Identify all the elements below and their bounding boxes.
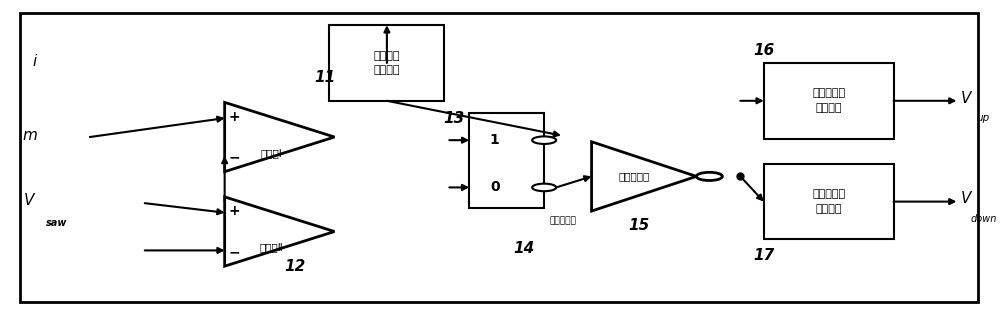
Text: 第一选择器: 第一选择器 — [549, 216, 576, 225]
Text: +: + — [229, 204, 240, 218]
Circle shape — [532, 136, 556, 144]
Text: −: − — [229, 245, 240, 259]
Text: $V$: $V$ — [960, 191, 974, 206]
Bar — [764, 63, 894, 139]
Text: 17: 17 — [753, 248, 774, 263]
Text: $V$: $V$ — [23, 192, 36, 208]
Polygon shape — [592, 142, 696, 211]
Text: 11: 11 — [314, 70, 335, 85]
Text: 0: 0 — [490, 180, 500, 194]
Circle shape — [696, 172, 722, 180]
Polygon shape — [225, 197, 334, 266]
Text: 比较器Ⅰ: 比较器Ⅰ — [261, 148, 282, 158]
Text: 16: 16 — [753, 43, 774, 58]
Text: up: up — [977, 113, 990, 123]
Text: $i$: $i$ — [32, 54, 38, 69]
Text: −: − — [229, 151, 240, 164]
Polygon shape — [225, 102, 334, 172]
Bar — [469, 113, 544, 208]
Bar — [329, 25, 444, 101]
Circle shape — [532, 184, 556, 191]
Text: 14: 14 — [514, 241, 535, 256]
Text: down: down — [970, 214, 997, 224]
Text: 1: 1 — [490, 133, 500, 147]
Text: +: + — [229, 110, 240, 123]
Text: $V$: $V$ — [960, 90, 974, 106]
Text: 比较器Ⅱ: 比较器Ⅱ — [260, 242, 283, 252]
Text: $m$: $m$ — [22, 128, 38, 143]
Text: 电流方向
检测模块: 电流方向 检测模块 — [374, 51, 400, 75]
Text: 第一上升沿
延时模块: 第一上升沿 延时模块 — [812, 89, 845, 113]
Text: 12: 12 — [284, 259, 305, 274]
Text: saw: saw — [46, 218, 68, 228]
Text: 13: 13 — [444, 111, 465, 126]
Text: 第一反相器: 第一反相器 — [618, 171, 650, 181]
Text: 第二上升沿
延时模块: 第二上升沿 延时模块 — [812, 189, 845, 214]
Text: 15: 15 — [628, 218, 650, 233]
Bar — [764, 164, 894, 239]
